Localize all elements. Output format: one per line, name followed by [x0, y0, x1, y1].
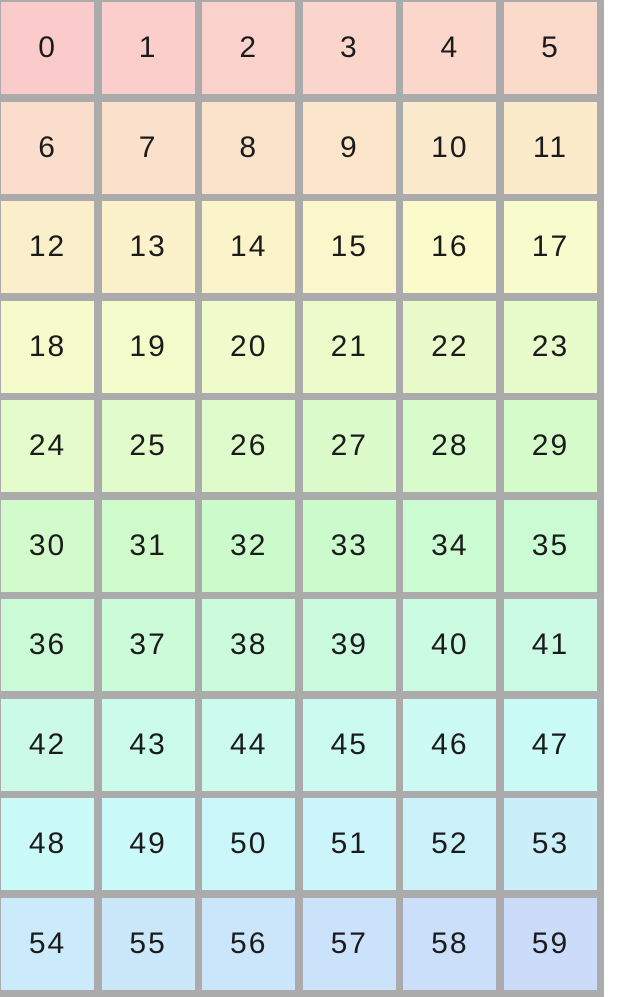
- grid-cell: 56: [202, 897, 296, 990]
- grid-cell: 20: [202, 300, 296, 393]
- grid-cell: 46: [403, 698, 497, 791]
- grid-cell: 50: [202, 798, 296, 890]
- grid-cell: 6: [1, 101, 95, 194]
- grid-cell: 0: [1, 2, 95, 94]
- grid-cell: 57: [302, 897, 396, 990]
- grid-cell: 5: [503, 2, 597, 94]
- grid-cell: 27: [302, 400, 396, 492]
- grid-cell: 45: [302, 698, 396, 791]
- grid-cell: 2: [202, 2, 296, 94]
- grid-cell: 40: [403, 599, 497, 691]
- grid-cell: 7: [101, 101, 195, 194]
- grid-cell: 4: [403, 2, 497, 94]
- grid-cell: 53: [503, 798, 597, 890]
- grid-cell: 36: [1, 599, 95, 691]
- grid-cell: 55: [101, 897, 195, 990]
- grid-cell: 16: [403, 201, 497, 293]
- grid-cell: 44: [202, 698, 296, 791]
- grid-cell: 59: [503, 897, 597, 990]
- grid-cell: 22: [403, 300, 497, 393]
- grid-cell: 35: [503, 499, 597, 592]
- grid-cell: 54: [1, 897, 95, 990]
- grid-cell: 21: [302, 300, 396, 393]
- grid-cell: 52: [403, 798, 497, 890]
- grid-cell: 26: [202, 400, 296, 492]
- grid-cell: 12: [1, 201, 95, 293]
- grid-cell: 9: [302, 101, 396, 194]
- grid-cell: 42: [1, 698, 95, 791]
- grid-cell: 13: [101, 201, 195, 293]
- grid-cell: 32: [202, 499, 296, 592]
- grid-cell: 1: [101, 2, 195, 94]
- grid-cell: 51: [302, 798, 396, 890]
- grid-cell: 8: [202, 101, 296, 194]
- grid-cell: 39: [302, 599, 396, 691]
- number-grid: 0 1 2 3 4 5 6 7 8 9 10 11 12 13 14 15 16 17 18 19 20 21 22 23 24…: [0, 0, 604, 997]
- grid-cell: 29: [503, 400, 597, 492]
- grid-cell: 11: [503, 101, 597, 194]
- grid-cell: 28: [403, 400, 497, 492]
- grid-cell: 58: [403, 897, 497, 990]
- grid-cell: 19: [101, 300, 195, 393]
- grid-cell: 24: [1, 400, 95, 492]
- grid-cell: 23: [503, 300, 597, 393]
- grid-cell: 41: [503, 599, 597, 691]
- grid-cell: 34: [403, 499, 497, 592]
- grid-cell: 30: [1, 499, 95, 592]
- grid-cell: 3: [302, 2, 396, 94]
- grid-cell: 25: [101, 400, 195, 492]
- grid-cell: 38: [202, 599, 296, 691]
- grid-cell: 10: [403, 101, 497, 194]
- grid-cell: 17: [503, 201, 597, 293]
- grid-cell: 49: [101, 798, 195, 890]
- grid-cell: 33: [302, 499, 396, 592]
- grid-cell: 43: [101, 698, 195, 791]
- grid-cell: 18: [1, 300, 95, 393]
- grid-cell: 14: [202, 201, 296, 293]
- grid-cell: 15: [302, 201, 396, 293]
- grid-cell: 37: [101, 599, 195, 691]
- grid-cell: 48: [1, 798, 95, 890]
- grid-cell: 47: [503, 698, 597, 791]
- grid-cell: 31: [101, 499, 195, 592]
